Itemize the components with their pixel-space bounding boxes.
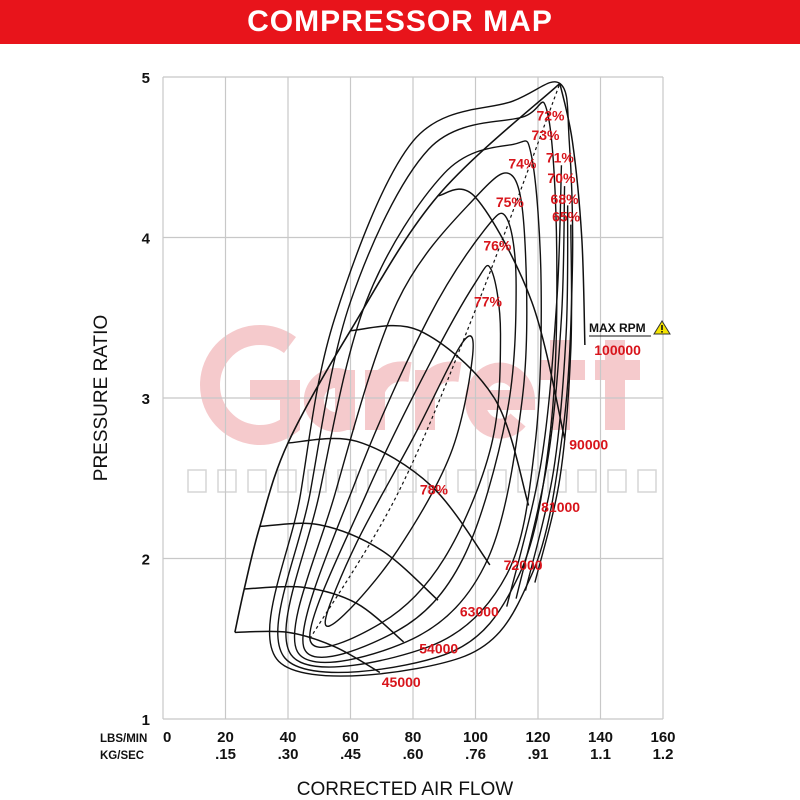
chart-title-banner: COMPRESSOR MAP <box>0 0 800 44</box>
surge-line <box>234 82 561 633</box>
y-tick-label: 4 <box>142 231 151 248</box>
watermark-logo-stroke <box>465 362 536 439</box>
efficiency-island <box>285 140 542 668</box>
watermark-tagline-mark <box>307 469 327 493</box>
x-tick-label-kgsec: .91 <box>528 746 549 763</box>
max-rpm-label: MAX RPM <box>589 321 646 335</box>
speed-line <box>437 188 566 440</box>
y-tick-label: 5 <box>142 70 150 87</box>
watermark-tagline-mark <box>397 469 417 493</box>
x-tick-label: 20 <box>217 729 234 746</box>
watermark-tagline-mark <box>487 469 507 493</box>
x-tick-label-kgsec: 1.1 <box>590 746 611 763</box>
watermark-tagline-mark <box>637 469 657 493</box>
watermark-tagline-mark <box>517 469 537 493</box>
watermark-logo-stroke <box>595 340 640 430</box>
speed-line <box>259 522 439 601</box>
efficiency-contour <box>534 224 573 583</box>
efficiency-label: 65% <box>552 209 581 225</box>
watermark-tagline-mark <box>607 469 627 493</box>
x-tick-label: 100 <box>463 729 488 746</box>
speed-line <box>234 630 381 674</box>
efficiency-label: 78% <box>420 481 449 497</box>
efficiency-label: 70% <box>547 170 576 186</box>
efficiency-island <box>277 101 558 674</box>
efficiency-label: 77% <box>474 294 503 310</box>
y-tick-label: 2 <box>142 552 150 569</box>
watermark-tagline-mark <box>577 469 597 493</box>
x-axis-label: CORRECTED AIR FLOW <box>297 779 513 800</box>
speed-line-label: 54000 <box>419 640 458 656</box>
x-tick-label: 60 <box>342 729 359 746</box>
speed-line <box>244 585 405 643</box>
x-unit-lbsmin: LBS/MIN <box>100 733 147 745</box>
efficiency-island <box>324 335 474 627</box>
watermark-logo-stroke <box>200 325 300 445</box>
x-unit-kgsec: KG/SEC <box>100 750 144 762</box>
peak-efficiency-line <box>309 83 561 640</box>
speed-line <box>350 324 530 506</box>
watermark-logo-stroke <box>415 361 462 430</box>
y-axis-label: PRESSURE RATIO <box>91 315 112 481</box>
efficiency-contour <box>515 186 566 599</box>
watermark-tagline-mark <box>277 469 297 493</box>
y-tick-label: 3 <box>142 391 150 408</box>
x-tick-label-kgsec: .15 <box>215 746 236 763</box>
efficiency-label: 73% <box>531 127 560 143</box>
speed-line-label: 90000 <box>569 437 608 453</box>
x-tick-label: 40 <box>280 729 297 746</box>
speed-line-label: 63000 <box>460 603 499 619</box>
x-tick-label: 0 <box>163 729 171 746</box>
x-tick-label: 80 <box>405 729 422 746</box>
watermark-logo-stroke <box>365 361 412 430</box>
y-tick-label: 1 <box>142 712 150 729</box>
x-tick-label-kgsec: .30 <box>278 746 299 763</box>
x-tick-label-kgsec: .60 <box>403 746 424 763</box>
warning-icon-bar <box>661 325 663 330</box>
speed-line <box>287 437 491 566</box>
efficiency-label: 75% <box>496 194 525 210</box>
watermark-tagline-mark <box>247 469 267 493</box>
efficiency-island <box>309 264 502 648</box>
x-tick-label-kgsec: .45 <box>340 746 361 763</box>
watermark-tagline-mark <box>217 469 237 493</box>
efficiency-label: 71% <box>546 149 575 165</box>
efficiency-label: 68% <box>551 191 580 207</box>
efficiency-contour <box>506 165 563 607</box>
watermark-tagline-mark <box>367 469 387 493</box>
speed-line-label: 45000 <box>382 674 421 690</box>
chart-title: COMPRESSOR MAP <box>247 5 553 38</box>
efficiency-label: 72% <box>536 108 565 124</box>
watermark-tagline-mark <box>457 469 477 493</box>
warning-icon-dot <box>661 331 663 333</box>
efficiency-island <box>302 212 517 658</box>
efficiency-island <box>293 172 528 664</box>
x-tick-label: 120 <box>525 729 550 746</box>
speed-line-label: 100000 <box>594 342 641 358</box>
x-tick-label: 140 <box>588 729 613 746</box>
efficiency-label: 74% <box>508 156 537 172</box>
efficiency-contour <box>524 205 569 591</box>
speed-line <box>559 83 586 346</box>
speed-line-label: 81000 <box>541 499 580 515</box>
x-tick-label: 160 <box>650 729 675 746</box>
x-tick-label-kgsec: 1.2 <box>653 746 674 763</box>
watermark-tagline-mark <box>187 469 207 493</box>
watermark-logo-stroke <box>303 368 355 432</box>
efficiency-label: 76% <box>483 238 512 254</box>
speed-line-label: 72000 <box>504 557 543 573</box>
x-tick-label-kgsec: .76 <box>465 746 486 763</box>
